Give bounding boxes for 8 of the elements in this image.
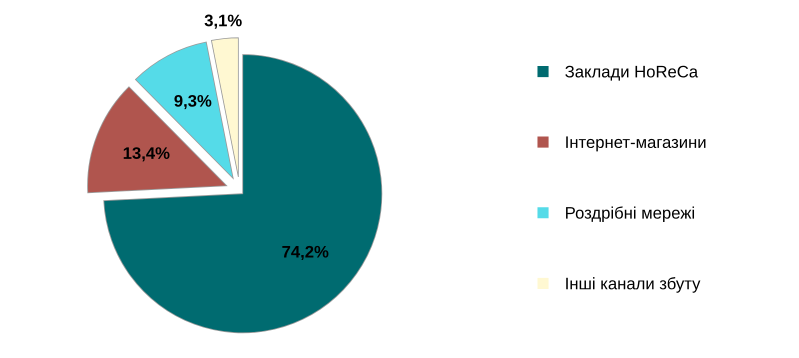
- data-label: 9,3%: [174, 94, 212, 110]
- data-label: 3,1%: [204, 14, 242, 29]
- data-label: 74,2%: [282, 246, 328, 260]
- data-label: 13,4%: [124, 147, 170, 162]
- legend-label: Заклади HoReCa: [565, 66, 698, 81]
- legend-label: Роздрібні мережі: [566, 206, 694, 222]
- legend-label: Інші канали збуту: [566, 277, 700, 293]
- legend-label: Інтернет-магазини: [566, 136, 706, 152]
